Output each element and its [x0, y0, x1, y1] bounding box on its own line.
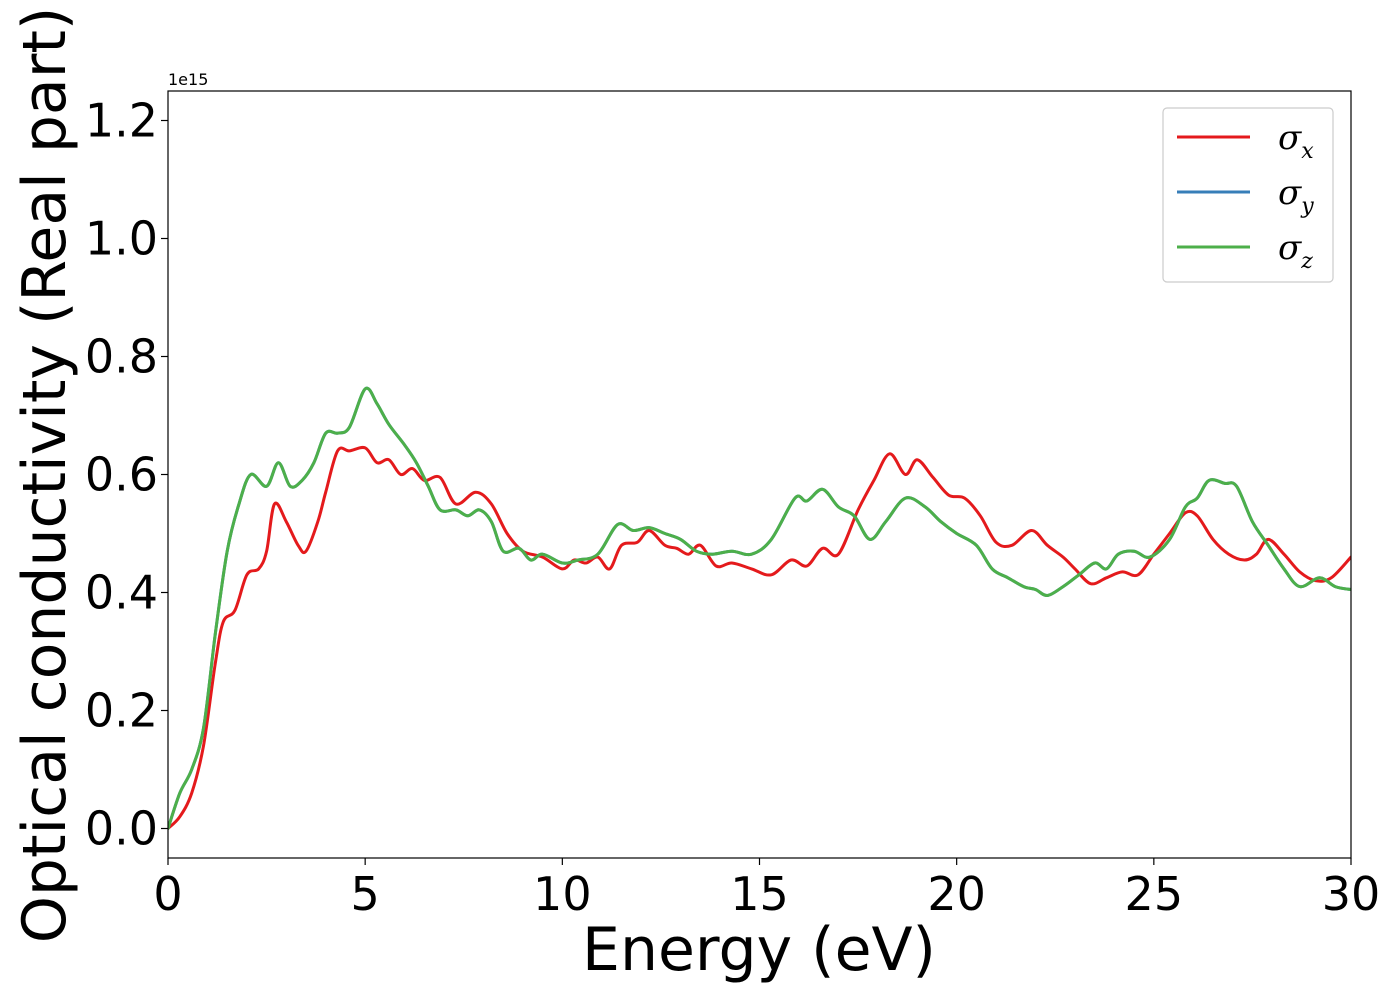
- y-axis-title: Optical conductivity (Real part): [10, 7, 80, 944]
- x-tick-label: 5: [351, 867, 380, 921]
- legend-label-y: σy: [1278, 173, 1314, 219]
- legend-label-z: σz: [1278, 228, 1313, 274]
- y-tick-label: 0.6: [85, 448, 158, 502]
- x-axis-title: Energy (eV): [582, 915, 936, 985]
- y-tick-label: 1.0: [85, 212, 158, 266]
- y-axis-offset-label: 1e15: [168, 70, 208, 89]
- y-axis: 0.0 0.2 0.4 0.6 0.8 1.0 1.2: [85, 94, 168, 856]
- y-tick-label: 0.4: [85, 566, 158, 620]
- legend-label-x: σx: [1278, 118, 1314, 164]
- y-tick-label: 0.2: [85, 684, 158, 738]
- legend-box: [1162, 107, 1334, 283]
- y-tick-label: 0.8: [85, 330, 158, 384]
- x-tick-label: 25: [1125, 867, 1184, 921]
- y-tick-label: 1.2: [85, 94, 158, 148]
- x-axis: 0 5 10 15 20 25 30: [153, 858, 1380, 921]
- series-line-z: [168, 386, 1351, 830]
- legend: σx σy σz: [1162, 107, 1334, 283]
- y-tick-label: 0.0: [85, 802, 158, 856]
- series-line-y: [168, 386, 1351, 830]
- x-tick-label: 15: [730, 867, 789, 921]
- x-tick-label: 0: [153, 867, 182, 921]
- x-tick-label: 30: [1322, 867, 1381, 921]
- series-line-x: [168, 445, 1351, 830]
- series-layer: [168, 386, 1351, 830]
- x-tick-label: 10: [533, 867, 592, 921]
- x-tick-label: 20: [927, 867, 986, 921]
